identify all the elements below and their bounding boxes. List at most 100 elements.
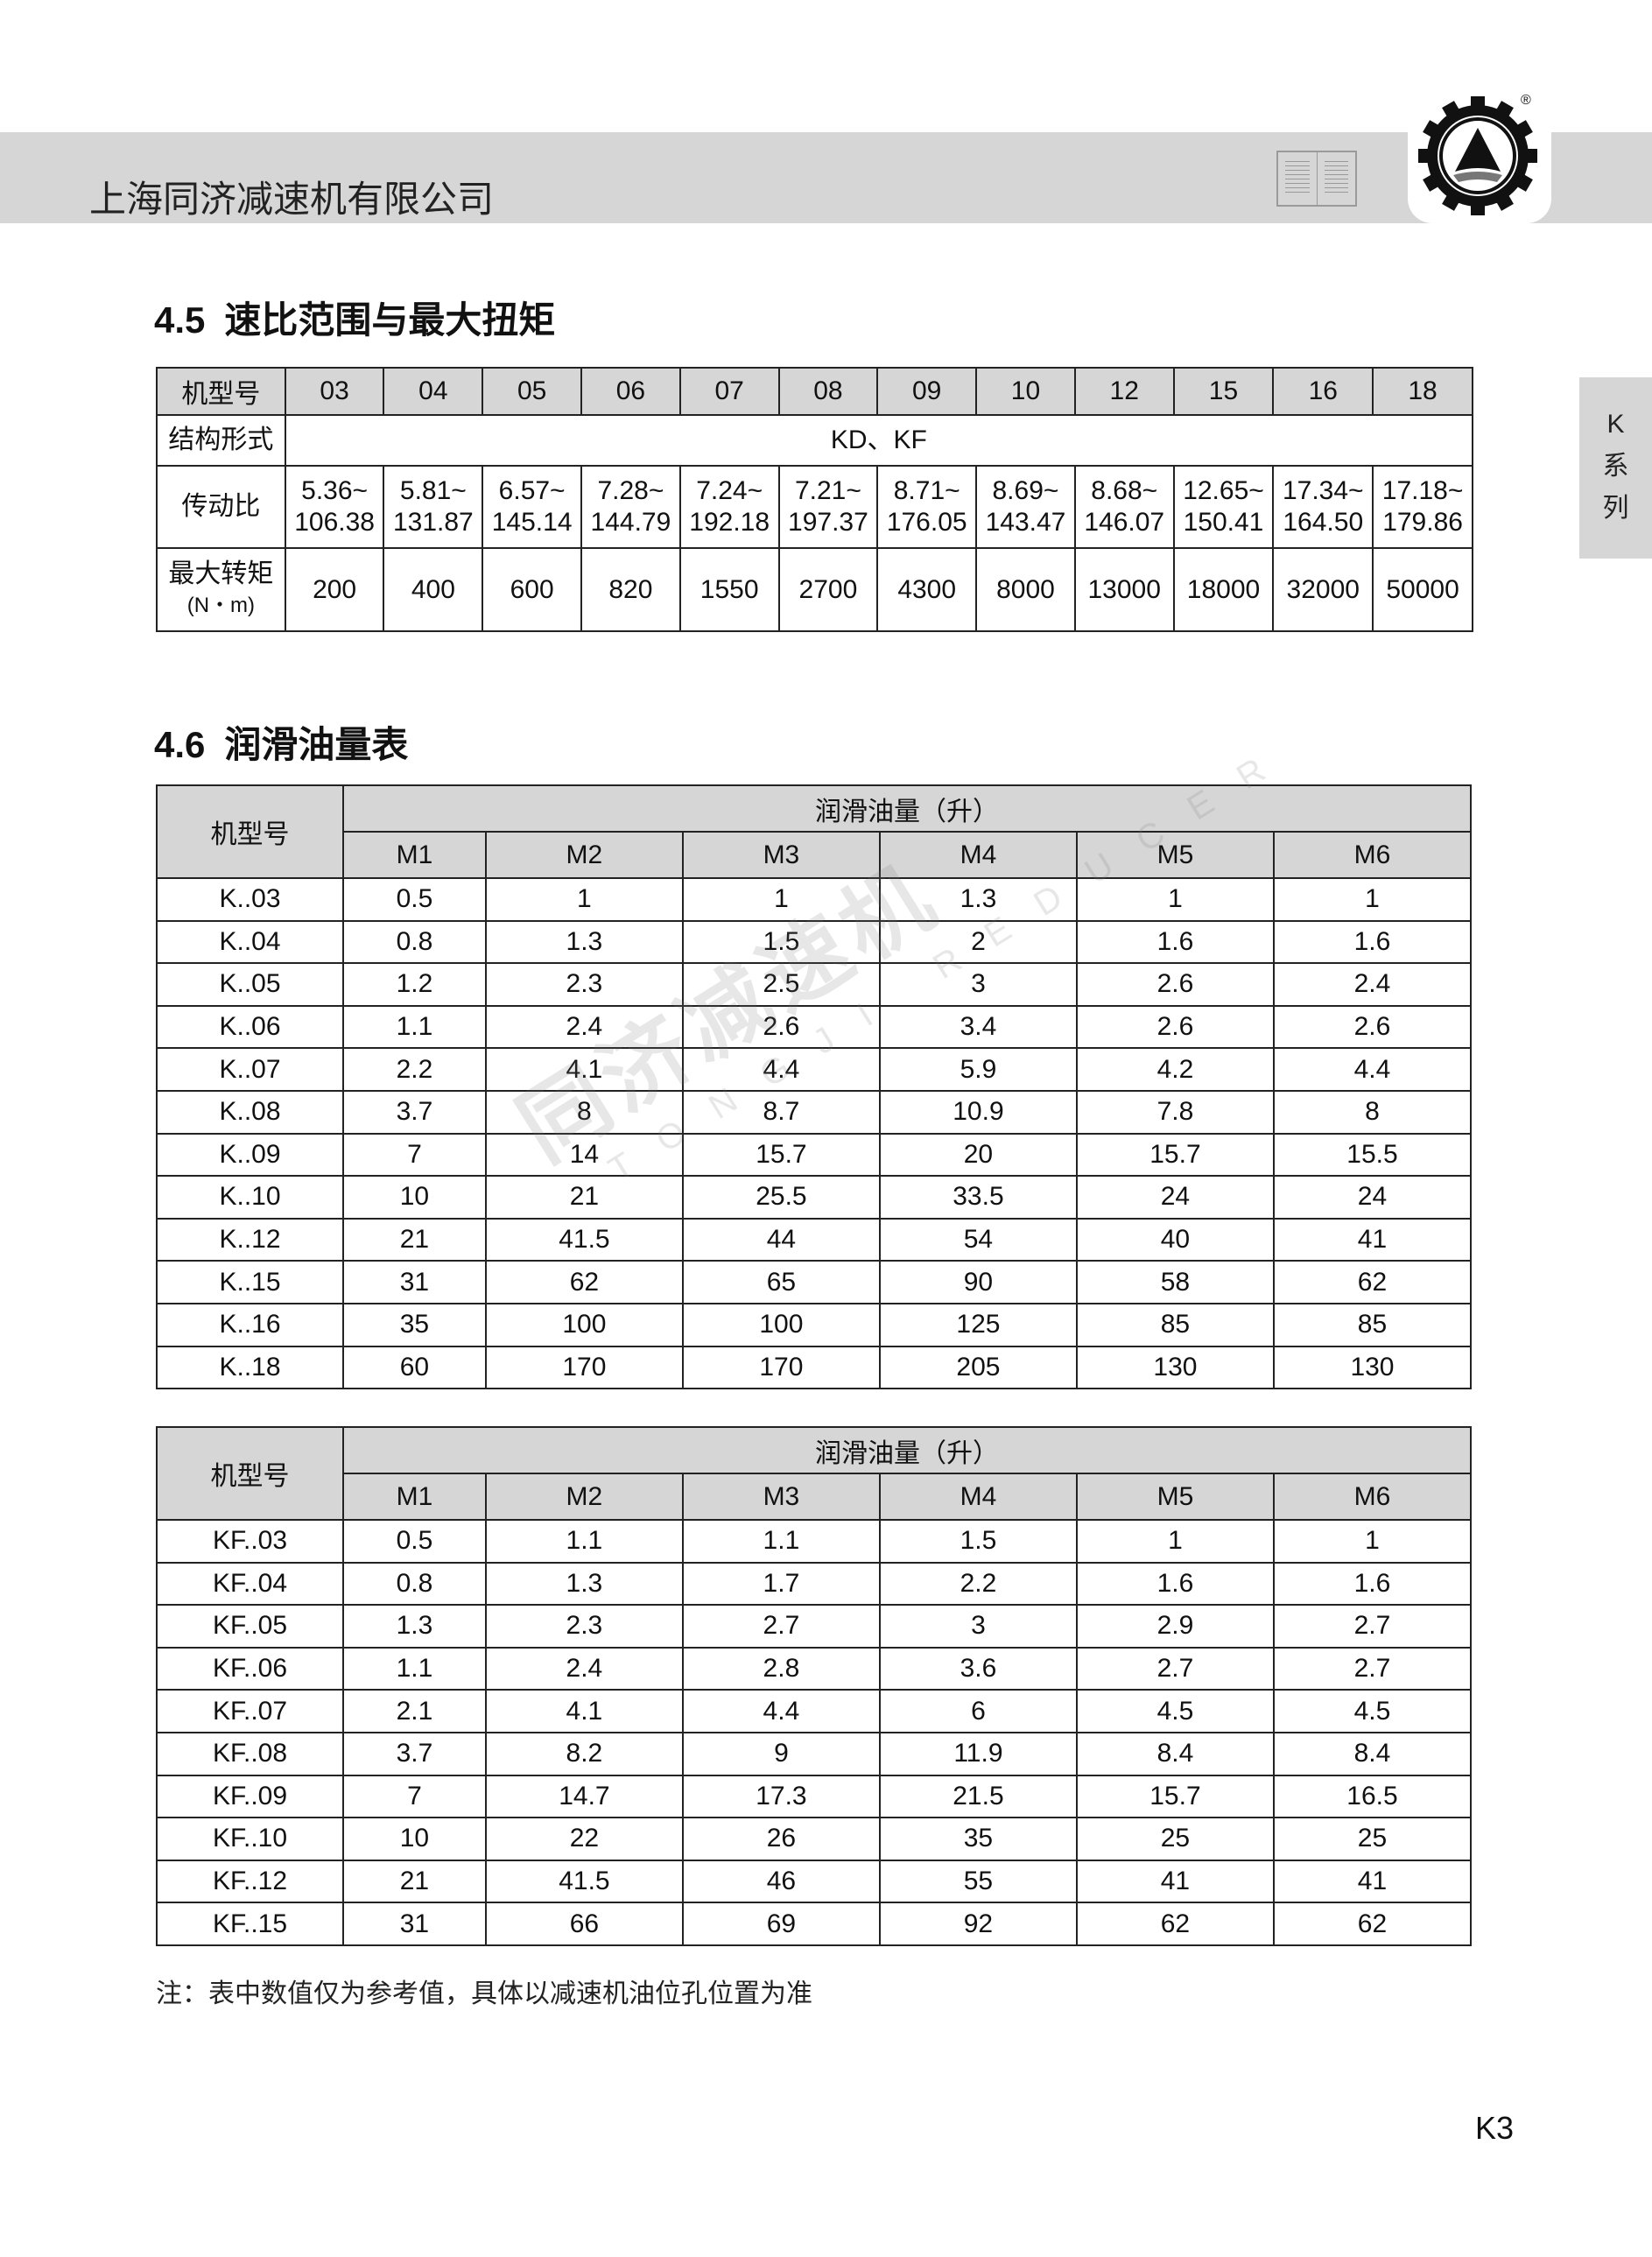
model-cell: K..08	[156, 1089, 344, 1135]
oil-volume-cell: 20	[878, 1132, 1078, 1178]
oil-volume-cell: 4.1	[484, 1689, 684, 1733]
oil-volume-cell: 8.4	[1272, 1731, 1473, 1776]
oil-volume-cell: 1.3	[484, 919, 684, 965]
oil-volume-cell: 205	[878, 1345, 1078, 1390]
oil-volume-cell: 62	[1272, 1260, 1473, 1304]
oil-volume-cell: 65	[681, 1260, 881, 1304]
oil-volume-cell: 2	[878, 919, 1078, 965]
oil-volume-cell: 4.4	[681, 1689, 881, 1733]
model-header: 03	[284, 367, 385, 416]
model-header: 08	[777, 367, 879, 416]
model-header: 09	[876, 367, 978, 416]
oil-volume-cell: 69	[681, 1902, 881, 1946]
registered-mark: ®	[1521, 93, 1531, 108]
model-header: 机型号	[156, 1426, 344, 1521]
torque-cell: 2700	[777, 547, 879, 632]
torque-cell: 18000	[1172, 547, 1275, 632]
oil-volume-cell: 31	[342, 1260, 487, 1304]
oil-volume-cell: 40	[1075, 1217, 1275, 1262]
table-row: KF..15 31 66 69 92 62 62	[156, 1902, 1473, 1946]
position-header: M6	[1272, 831, 1473, 879]
oil-volume-cell: 62	[484, 1260, 684, 1304]
oil-volume-cell: 46	[681, 1859, 881, 1904]
table-row: 结构形式 KD、KF	[156, 414, 1474, 467]
table-row: K..05 1.2 2.3 2.5 3 2.6 2.4	[156, 962, 1473, 1007]
position-header: M4	[878, 831, 1078, 879]
ratio-cell: 5.36~ 106.38	[284, 465, 385, 549]
oil-volume-cell: 1.3	[878, 877, 1078, 922]
position-header: M6	[1272, 1473, 1473, 1521]
oil-volume-cell: 9	[681, 1731, 881, 1776]
oil-volume-cell: 130	[1075, 1345, 1275, 1390]
torque-cell: 200	[284, 547, 385, 632]
oil-volume-cell: 2.5	[681, 962, 881, 1007]
oil-volume-cell: 125	[878, 1302, 1078, 1347]
torque-cell: 13000	[1073, 547, 1175, 632]
oil-volume-cell: 21	[342, 1217, 487, 1262]
ratio-cell: 8.71~ 176.05	[876, 465, 978, 549]
oil-volume-cell: 25	[1075, 1817, 1275, 1861]
torque-cell: 820	[580, 547, 681, 632]
oil-volume-cell: 54	[878, 1217, 1078, 1262]
model-header: 04	[383, 367, 484, 416]
model-cell: K..05	[156, 962, 344, 1007]
table-row: K..12 21 41.5 44 54 40 41	[156, 1217, 1473, 1262]
oil-volume-cell: 92	[878, 1902, 1078, 1946]
table-row: 机型号 润滑油量（升）	[156, 784, 1472, 879]
table-row: K..04 0.8 1.3 1.5 2 1.6 1.6	[156, 919, 1473, 965]
table-row: KF..04 0.8 1.3 1.7 2.2 1.6 1.6	[156, 1561, 1473, 1607]
table-row: KF..06 1.1 2.4 2.8 3.6 2.7 2.7	[156, 1646, 1473, 1691]
position-header: M1	[342, 1473, 487, 1521]
model-header: 16	[1272, 367, 1374, 416]
position-header: M2	[484, 1473, 684, 1521]
oil-volume-cell: 1	[1075, 1519, 1275, 1564]
ratio-cell: 6.57~ 145.14	[482, 465, 583, 549]
row-label: 传动比	[156, 465, 286, 549]
oil-volume-cell: 25.5	[681, 1175, 881, 1220]
model-cell: KF..15	[156, 1902, 344, 1946]
table-row: KF..12 21 41.5 46 55 41 41	[156, 1859, 1473, 1904]
oil-volume-cell: 10	[342, 1817, 487, 1861]
oil-volume-cell: 35	[878, 1817, 1078, 1861]
oil-volume-cell: 15.7	[1075, 1774, 1275, 1819]
model-cell: K..10	[156, 1175, 344, 1220]
oil-volume-cell: 5.9	[878, 1047, 1078, 1092]
oil-volume-cell: 58	[1075, 1260, 1275, 1304]
oil-volume-cell: 2.2	[878, 1561, 1078, 1607]
oil-volume-cell: 1.2	[342, 962, 487, 1007]
ratio-cell: 7.21~ 197.37	[777, 465, 879, 549]
table-row: K..08 3.7 8 8.7 10.9 7.8 8	[156, 1089, 1473, 1135]
torque-cell: 50000	[1372, 547, 1473, 632]
model-header: 05	[482, 367, 583, 416]
oil-volume-cell: 1.7	[681, 1561, 881, 1607]
oil-volume-cell: 2.6	[681, 1004, 881, 1050]
model-cell: KF..12	[156, 1859, 344, 1904]
oil-volume-cell: 31	[342, 1902, 487, 1946]
oil-volume-cell: 8	[1272, 1089, 1473, 1135]
table-row: 最大转矩 (N・m) 200 400 600 820 1550 2700 4300 8000 130…	[156, 547, 1473, 632]
model-header: 06	[580, 367, 681, 416]
oil-volume-cell: 1	[1075, 877, 1275, 922]
oil-volume-cell: 3.7	[342, 1089, 487, 1135]
oil-volume-cell: 1	[1272, 877, 1473, 922]
oil-volume-cell: 16.5	[1272, 1774, 1473, 1819]
ratio-cell: 7.28~ 144.79	[580, 465, 681, 549]
oil-volume-cell: 8.2	[484, 1731, 684, 1776]
table-row: KF..10 10 22 26 35 25 25	[156, 1817, 1473, 1861]
oil-volume-cell: 33.5	[878, 1175, 1078, 1220]
ratio-torque-table: 机型号 03 04 05 06 07 08 09 10 12 15 16 18 结构形式 KD、KF 传动比 5…	[156, 367, 1474, 632]
oil-volume-cell: 15.5	[1272, 1132, 1473, 1178]
oil-volume-cell: 2.3	[484, 1604, 684, 1649]
ratio-cell: 8.68~ 146.07	[1073, 465, 1175, 549]
oil-volume-cell: 7	[342, 1774, 487, 1819]
oil-volume-cell: 6	[878, 1689, 1078, 1733]
oil-volume-cell: 1.5	[681, 919, 881, 965]
book-icon	[1276, 151, 1357, 207]
oil-volume-cell: 1.1	[342, 1004, 487, 1050]
table-row: KF..08 3.7 8.2 9 11.9 8.4 8.4	[156, 1731, 1473, 1776]
position-header: M5	[1075, 831, 1275, 879]
table-row: 机型号 润滑油量（升）	[156, 1426, 1472, 1521]
side-tab-text: 系	[1602, 452, 1629, 481]
oil-volume-cell: 26	[681, 1817, 881, 1861]
torque-cell: 600	[482, 547, 583, 632]
